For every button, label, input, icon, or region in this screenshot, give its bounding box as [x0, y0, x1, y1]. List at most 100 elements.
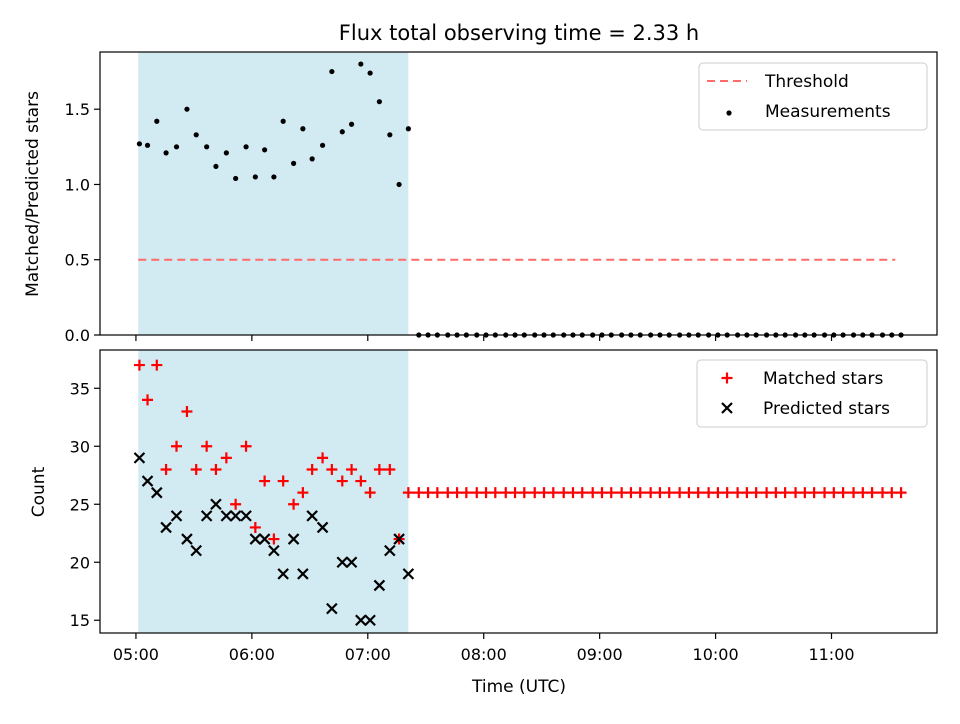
data-point: [761, 487, 773, 499]
bottom-y-axis-label: Count: [29, 466, 49, 517]
series-matched-stars: [133, 359, 907, 545]
data-point: [154, 118, 160, 124]
top-panel: 0.0 0.5 1.0 1.5 Threshold Measurements: [65, 51, 938, 345]
x-tick-label: 07:00: [345, 645, 391, 664]
observing-region-shade: [138, 52, 409, 335]
data-point: [268, 533, 280, 545]
data-point: [402, 568, 415, 580]
data-point: [387, 132, 393, 138]
data-point: [287, 533, 300, 545]
axes-frame: [99, 51, 938, 336]
data-point: [558, 487, 570, 499]
data-point: [184, 106, 190, 112]
y-tick-label: 1.5: [65, 100, 90, 119]
data-point: [259, 475, 271, 487]
axes-frame: [99, 349, 938, 634]
data-point: [336, 556, 349, 569]
legend-label: Threshold: [764, 72, 849, 92]
data-point: [837, 487, 849, 499]
data-point: [297, 568, 309, 580]
data-point: [142, 394, 154, 406]
data-point: [258, 533, 271, 545]
data-point: [329, 68, 335, 75]
data-point: [886, 487, 898, 499]
data-point: [309, 156, 315, 162]
observing-region-shade: [138, 350, 409, 633]
data-point: [213, 163, 219, 170]
data-point: [223, 150, 229, 156]
data-point: [712, 487, 724, 499]
data-point: [190, 544, 202, 557]
legend-label: Predicted stars: [763, 399, 890, 419]
data-point: [384, 544, 396, 557]
data-point: [596, 487, 608, 499]
data-point: [271, 174, 277, 180]
data-point: [220, 510, 233, 522]
data-point: [663, 487, 675, 499]
data-point: [779, 487, 791, 499]
data-point: [625, 487, 637, 499]
data-point: [703, 487, 715, 499]
data-point: [529, 487, 541, 499]
bottom-panel: 15 20 25 30 35 05:00 06:00 07:00 08:00 09:00 10:00…: [70, 349, 938, 664]
data-point: [367, 70, 373, 76]
data-point: [163, 150, 169, 156]
legend-label: Measurements: [765, 102, 891, 122]
data-point: [489, 487, 501, 499]
data-point: [422, 487, 434, 499]
data-point: [249, 521, 261, 533]
data-point: [144, 142, 151, 148]
data-point: [280, 118, 286, 124]
data-point: [346, 463, 358, 475]
data-point: [297, 487, 309, 499]
x-tick-label: 10:00: [693, 645, 739, 664]
data-point: [857, 487, 869, 499]
data-point: [133, 452, 146, 464]
data-point: [355, 475, 367, 487]
y-tick-label: 0.5: [65, 251, 90, 270]
data-point: [193, 132, 199, 138]
data-point: [567, 487, 579, 499]
data-point: [471, 487, 483, 499]
data-point: [828, 487, 840, 499]
data-point: [240, 440, 252, 452]
data-point: [268, 544, 280, 557]
legend-swatch-dot: [726, 110, 732, 116]
data-point: [277, 475, 289, 487]
data-point: [240, 510, 252, 522]
data-point: [306, 463, 318, 475]
y-tick-label: 25: [70, 495, 90, 514]
data-point: [229, 510, 242, 522]
data-point: [402, 487, 414, 499]
data-point: [895, 487, 907, 499]
data-point: [204, 144, 210, 150]
data-point: [634, 487, 646, 499]
data-point: [790, 487, 802, 499]
data-point: [732, 487, 744, 499]
data-point: [576, 487, 588, 499]
data-point: [348, 121, 355, 127]
data-point: [249, 533, 262, 545]
data-point: [819, 487, 831, 499]
data-point: [547, 487, 559, 499]
data-point: [721, 487, 733, 499]
data-point: [317, 452, 329, 464]
data-point: [364, 614, 376, 627]
data-point: [160, 521, 172, 534]
y-tick-label: 0.0: [65, 326, 90, 345]
x-tick-label: 08:00: [461, 645, 507, 664]
chart-title: Flux total observing time = 2.33 h: [339, 21, 699, 45]
data-point: [605, 487, 617, 499]
data-point: [373, 579, 386, 592]
data-point: [200, 510, 213, 522]
data-point: [170, 510, 183, 522]
data-point: [587, 487, 599, 499]
data-point: [262, 147, 268, 153]
data-point: [750, 487, 762, 499]
data-point: [355, 614, 367, 627]
data-point: [171, 440, 183, 452]
data-point: [210, 498, 222, 511]
data-point: [741, 487, 753, 499]
data-point: [190, 463, 202, 475]
data-point: [431, 487, 443, 499]
